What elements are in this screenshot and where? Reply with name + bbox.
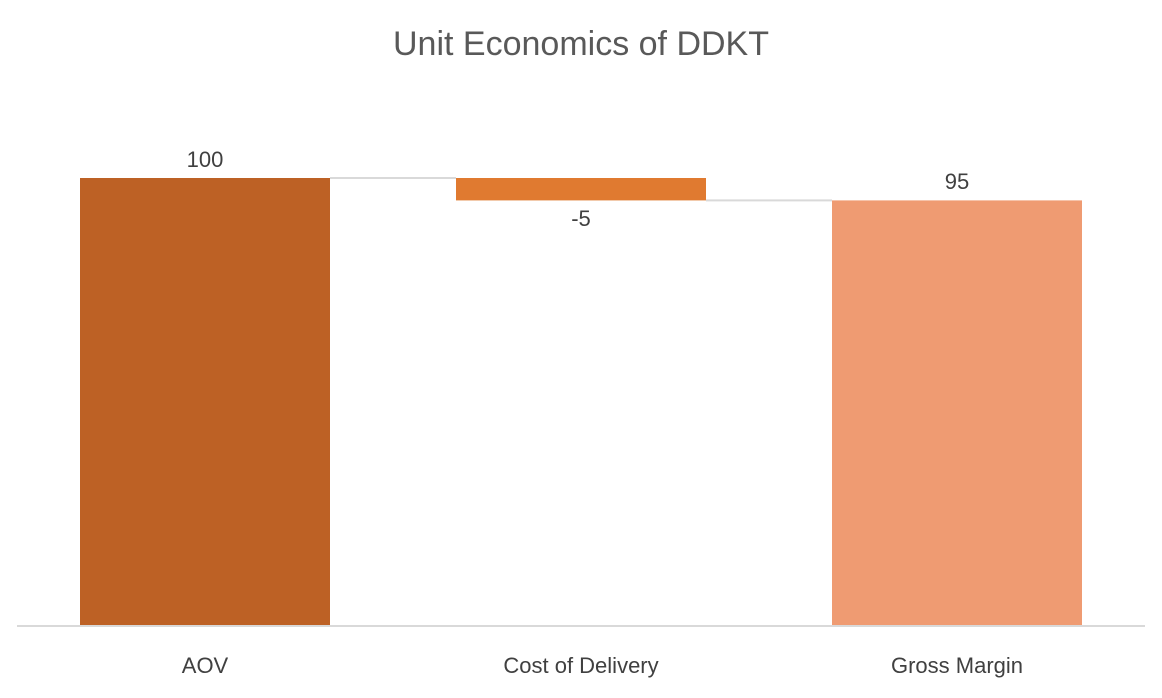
x-tick-label: AOV [182,653,229,678]
bar [832,200,1082,626]
bar [456,178,706,201]
chart-title: Unit Economics of DDKT [393,25,769,63]
data-label: 100 [187,147,224,172]
x-tick-label: Cost of Delivery [503,653,658,678]
data-label: -5 [571,206,591,231]
data-label: 95 [945,169,969,194]
bar [80,178,330,626]
x-tick-label: Gross Margin [891,653,1023,678]
